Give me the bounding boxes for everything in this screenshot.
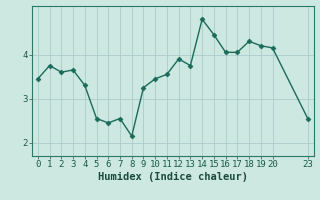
- X-axis label: Humidex (Indice chaleur): Humidex (Indice chaleur): [98, 172, 248, 182]
